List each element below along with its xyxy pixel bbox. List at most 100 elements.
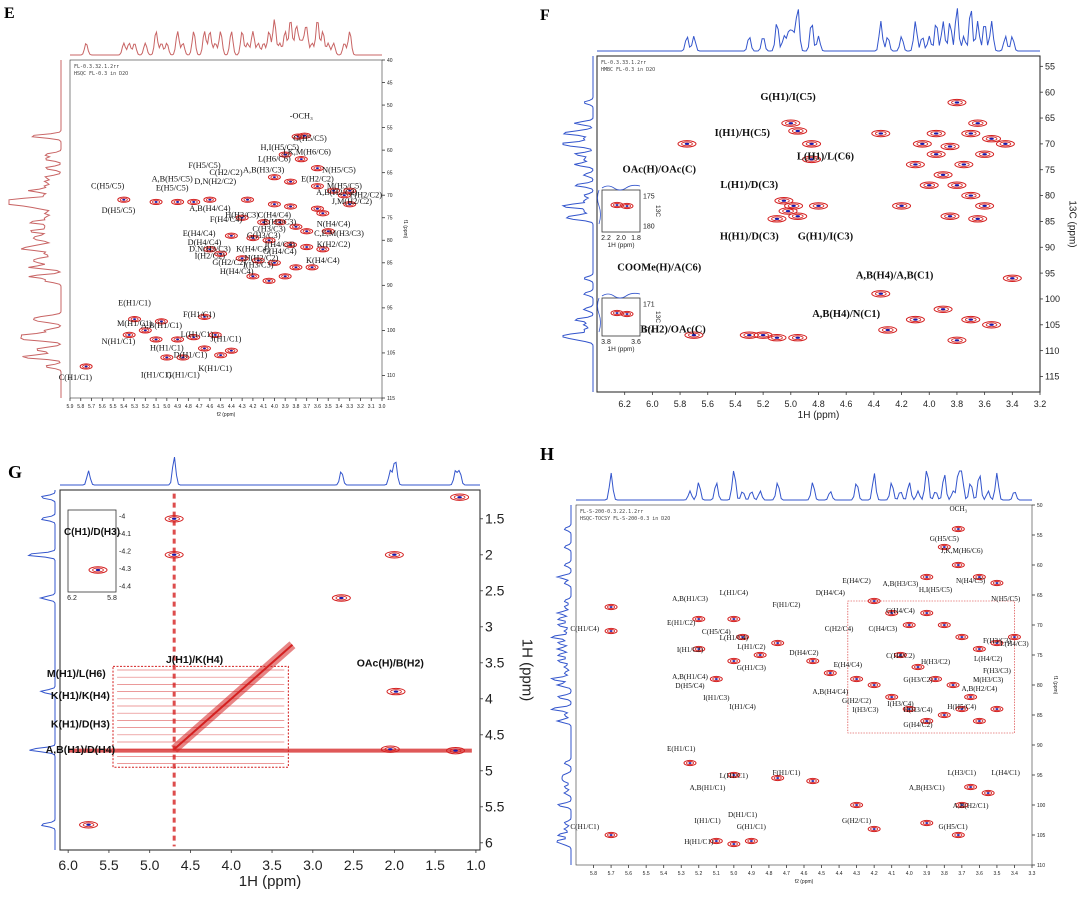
peak-annotation: K(H1/C1) bbox=[198, 364, 232, 373]
peak-annotation: D(H5/C5) bbox=[102, 206, 136, 215]
peak bbox=[197, 313, 211, 320]
y-tick-label: 75 bbox=[1045, 165, 1055, 175]
inset-y-tick-label: 171 bbox=[643, 302, 655, 309]
y-tick-label: 100 bbox=[387, 328, 396, 334]
peak bbox=[753, 651, 767, 659]
y-tick-label: 3 bbox=[485, 619, 493, 635]
peak-annotation: H(H1/C1) bbox=[684, 838, 714, 846]
peak bbox=[955, 705, 969, 713]
peak-annotation: L(H4/C2) bbox=[974, 655, 1003, 663]
inset-projection bbox=[601, 184, 641, 191]
x-tick-label: 5.5 bbox=[110, 404, 117, 410]
peak bbox=[982, 321, 1002, 329]
inset-y-tick-label: 174 bbox=[643, 328, 655, 335]
y-tick-label: 4 bbox=[485, 691, 493, 707]
header-line: FL-S-200-0.3.22.1.2rr bbox=[580, 509, 643, 515]
y-tick-label: 5.5 bbox=[485, 799, 505, 815]
peak bbox=[149, 198, 163, 206]
x-tick-label: 4.4 bbox=[868, 399, 881, 409]
peak-annotation: M(H1/C1) bbox=[117, 319, 152, 328]
y-tick-label: 70 bbox=[387, 193, 393, 199]
x-tick-label: 3.5 bbox=[262, 857, 282, 873]
peak bbox=[981, 789, 995, 797]
x-tick-label: 3.6 bbox=[314, 404, 321, 410]
peak bbox=[892, 202, 912, 210]
x-tick-label: 3.3 bbox=[346, 404, 353, 410]
peak-annotation: A,B(H1/C1) bbox=[141, 321, 182, 330]
peak-annotation: H(H5/C4) bbox=[947, 703, 977, 711]
x-tick-label: 5.4 bbox=[660, 871, 667, 877]
inset-x-tick-label: 3.8 bbox=[601, 339, 611, 346]
peak-annotation: D,N(H2/C2) bbox=[194, 177, 236, 186]
x-tick-label: 4.5 bbox=[181, 857, 201, 873]
peak bbox=[384, 551, 404, 559]
peak bbox=[902, 705, 916, 713]
x-tick-label: 3.8 bbox=[951, 399, 964, 409]
peak bbox=[905, 315, 925, 324]
x-tick-label: 5.6 bbox=[701, 399, 714, 409]
peak bbox=[823, 669, 837, 677]
panel-g: G 6.0 5.5 5.0 4.5 4.0 3.5 3.0 2.5 2.0 1.5 1.0 1.5 2 2.… bbox=[8, 457, 535, 890]
peak-annotation: L(H3/C1) bbox=[948, 769, 977, 777]
peak bbox=[262, 237, 276, 244]
x-tick-label: 2.5 bbox=[344, 857, 364, 873]
y-axis-label: f1 (ppm) bbox=[1052, 676, 1058, 695]
peak-annotation: K(H2/C2) bbox=[317, 240, 351, 249]
peak bbox=[262, 277, 276, 284]
x-tick-label: 4.2 bbox=[249, 404, 256, 410]
peak-annotation: A,B(H3/C3) bbox=[883, 580, 919, 588]
peak-annotation: G(H1/C1) bbox=[166, 371, 200, 380]
y-tick-label: 55 bbox=[387, 125, 393, 131]
y-tick-label: 90 bbox=[387, 283, 393, 289]
peak bbox=[683, 759, 697, 767]
peak bbox=[781, 119, 801, 127]
peak-annotation: G(H2/C2) bbox=[212, 258, 246, 267]
inset-x-tick-label: 2.0 bbox=[616, 235, 626, 242]
peak bbox=[305, 264, 319, 271]
peak bbox=[767, 334, 787, 342]
peak bbox=[289, 264, 303, 271]
peak bbox=[788, 334, 808, 342]
peak-annotation: F(H3/C3) bbox=[983, 667, 1012, 675]
peak bbox=[975, 150, 995, 158]
inset-y-axis-label: 13C bbox=[654, 205, 661, 217]
peak bbox=[850, 675, 864, 683]
plot-frame bbox=[59, 489, 481, 851]
peak-annotation: H(H2/C2) bbox=[245, 254, 279, 263]
peak-annotation: A,B(H5/C5) bbox=[152, 175, 193, 184]
peak bbox=[267, 174, 281, 181]
peak-annotation: K(H1)/D(H3) bbox=[51, 719, 110, 731]
peak bbox=[867, 681, 881, 689]
peak-annotation: G(H1/C3) bbox=[737, 664, 767, 672]
x-tick-label: 5.4 bbox=[120, 404, 127, 410]
x-tick-label: 4.9 bbox=[748, 871, 755, 877]
peak bbox=[251, 257, 265, 264]
peak-annotation: OCH₃ bbox=[949, 505, 967, 513]
peaks bbox=[604, 525, 1021, 848]
peak bbox=[771, 639, 785, 647]
peak bbox=[955, 801, 969, 809]
y-tick-label: 55 bbox=[1037, 533, 1043, 539]
y-tick-label: 75 bbox=[387, 215, 393, 221]
peak bbox=[300, 243, 314, 251]
peak bbox=[88, 566, 108, 574]
x-tick-label: 5.2 bbox=[142, 404, 149, 410]
inset-x-tick-label: 5.8 bbox=[107, 595, 117, 602]
peak-annotation: I(H1)/H(C5) bbox=[715, 128, 771, 139]
panel-letter-g: G bbox=[8, 462, 22, 482]
x-tick-label: 5.5 bbox=[99, 857, 119, 873]
peak bbox=[809, 202, 828, 210]
peak bbox=[929, 675, 943, 683]
peak bbox=[940, 142, 960, 151]
peak bbox=[727, 657, 741, 665]
peak-annotation: L(H1)/L(C6) bbox=[797, 151, 855, 162]
inset-frame bbox=[601, 189, 641, 233]
inset-y-tick-label: 180 bbox=[643, 224, 655, 231]
peak-annotation: K(H4/C4) bbox=[306, 256, 340, 265]
peak-annotation: J(H1/C1) bbox=[211, 335, 242, 344]
peak-annotation: L(H6/C6) bbox=[258, 154, 291, 163]
peak-annotation: M(H1)/L(H6) bbox=[47, 668, 106, 680]
peak bbox=[677, 140, 697, 148]
plot-frame bbox=[69, 59, 383, 399]
y-tick-label: 95 bbox=[1037, 773, 1043, 779]
